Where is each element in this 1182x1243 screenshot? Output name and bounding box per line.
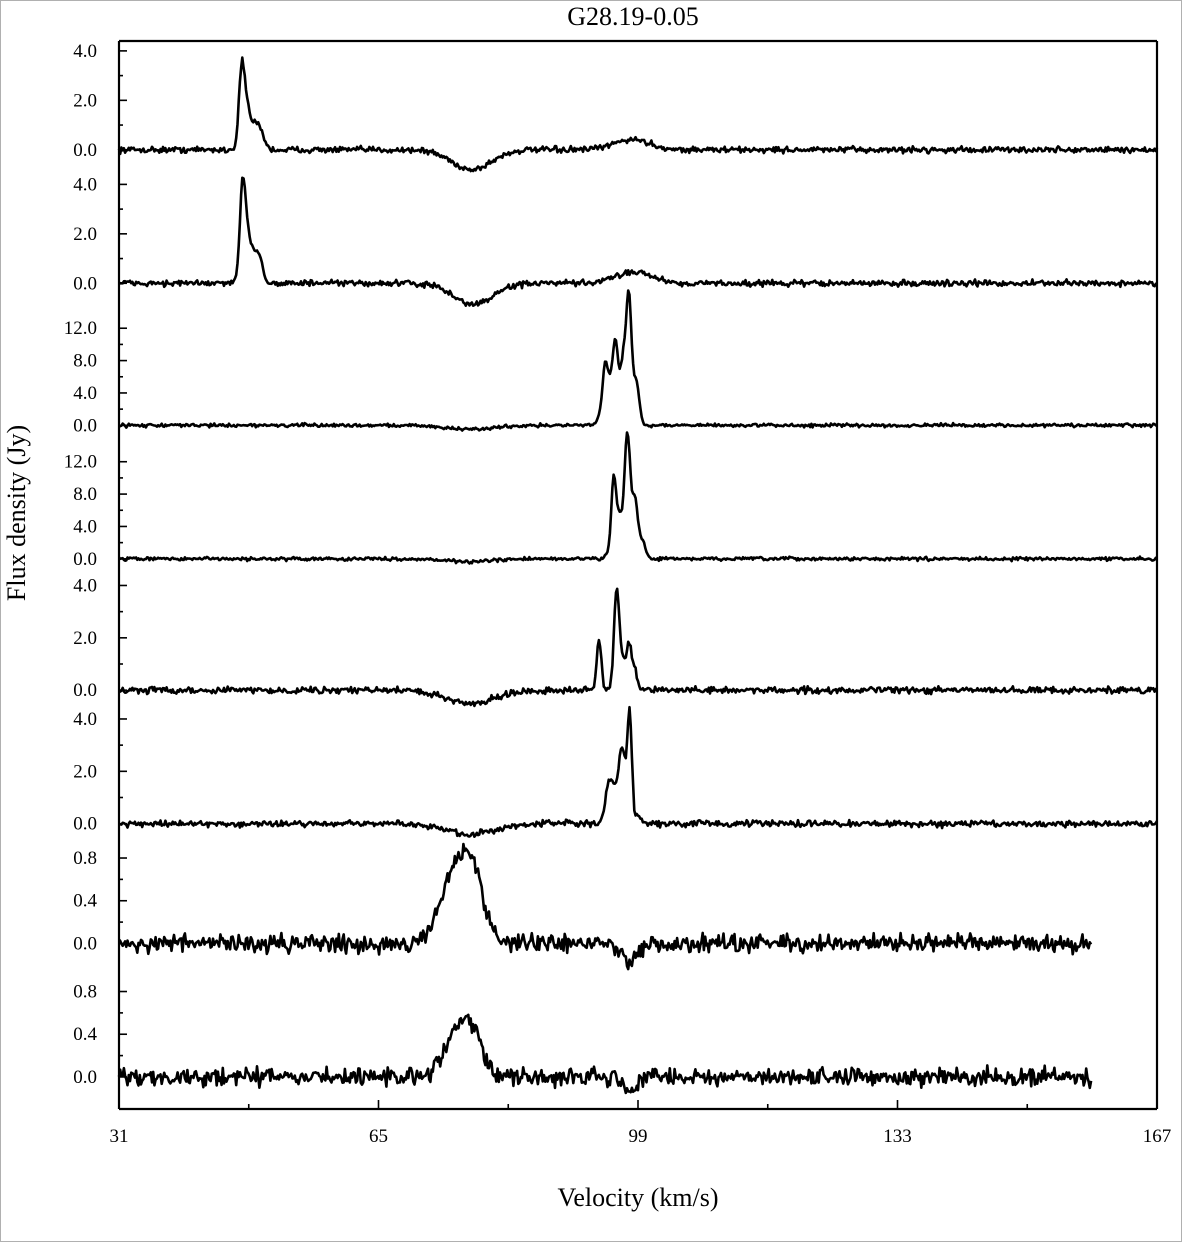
y-tick-label: 0.0 — [73, 680, 97, 701]
y-tick-label: 0.0 — [73, 140, 97, 161]
y-tick-label: 0.8 — [73, 982, 97, 1003]
y-tick-label: 0.8 — [73, 848, 97, 869]
y-tick-label: 8.0 — [73, 351, 97, 372]
y-tick-label: 4.0 — [73, 174, 97, 195]
spectrum-line-7 — [118, 842, 1093, 971]
y-tick-label: 0.0 — [73, 415, 97, 436]
x-tick-label: 133 — [883, 1126, 912, 1147]
panels-group: 0.0 2.0 4.0 0.0 2.0 4.0 0.0 4.0 8.0 12.0 0.0 4.0 8.0… — [64, 41, 1159, 1095]
panel-7: 0.0 0.4 0.8 — [73, 842, 1093, 971]
spectrum-line-4 — [118, 431, 1158, 565]
x-tick-label: 99 — [629, 1126, 648, 1147]
x-ticks-group: 31 65 99 133 167 — [110, 1100, 1172, 1147]
y-tick-label: 0.0 — [73, 549, 97, 570]
y-tick-label: 4.0 — [73, 41, 97, 62]
spectrum-line-5 — [117, 587, 1158, 708]
panel-4: 0.0 4.0 8.0 12.0 — [64, 431, 1158, 570]
panel-3: 0.0 4.0 8.0 12.0 — [64, 289, 1158, 436]
y-tick-label: 2.0 — [73, 761, 97, 782]
y-tick-label: 2.0 — [73, 224, 97, 245]
panel-6: 0.0 2.0 4.0 — [73, 705, 1159, 839]
y-tick-label: 4.0 — [73, 575, 97, 596]
spectrum-line-2 — [118, 176, 1158, 308]
x-axis-title: Velocity (km/s) — [557, 1183, 718, 1212]
panel-8: 0.0 0.4 0.8 — [73, 982, 1093, 1095]
y-tick-label: 4.0 — [73, 709, 97, 730]
spectrum-line-3 — [118, 289, 1158, 432]
y-tick-label: 12.0 — [64, 318, 97, 339]
y-tick-label: 0.4 — [73, 891, 97, 912]
spectrum-line-8 — [117, 1013, 1093, 1095]
y-tick-label: 0.0 — [73, 814, 97, 835]
spectrum-line-1 — [117, 56, 1159, 173]
y-tick-label: 0.4 — [73, 1024, 97, 1045]
y-tick-label: 2.0 — [73, 90, 97, 111]
chart-title: G28.19-0.05 — [567, 2, 698, 31]
spectrum-line-6 — [118, 705, 1159, 839]
y-tick-label: 4.0 — [73, 516, 97, 537]
y-tick-label: 8.0 — [73, 484, 97, 505]
y-tick-label: 0.0 — [73, 273, 97, 294]
y-tick-label: 12.0 — [64, 452, 97, 473]
x-tick-label: 31 — [110, 1126, 129, 1147]
y-axis-title: Flux density (Jy) — [2, 425, 31, 601]
x-tick-label: 65 — [369, 1126, 388, 1147]
y-tick-label: 0.0 — [73, 1067, 97, 1088]
panel-5: 0.0 2.0 4.0 — [73, 575, 1158, 708]
y-tick-label: 2.0 — [73, 628, 97, 649]
x-tick-label: 167 — [1143, 1126, 1172, 1147]
y-tick-label: 4.0 — [73, 383, 97, 404]
panel-2: 0.0 2.0 4.0 — [73, 174, 1158, 308]
panel-1: 0.0 2.0 4.0 — [73, 41, 1159, 173]
y-tick-label: 0.0 — [73, 933, 97, 954]
